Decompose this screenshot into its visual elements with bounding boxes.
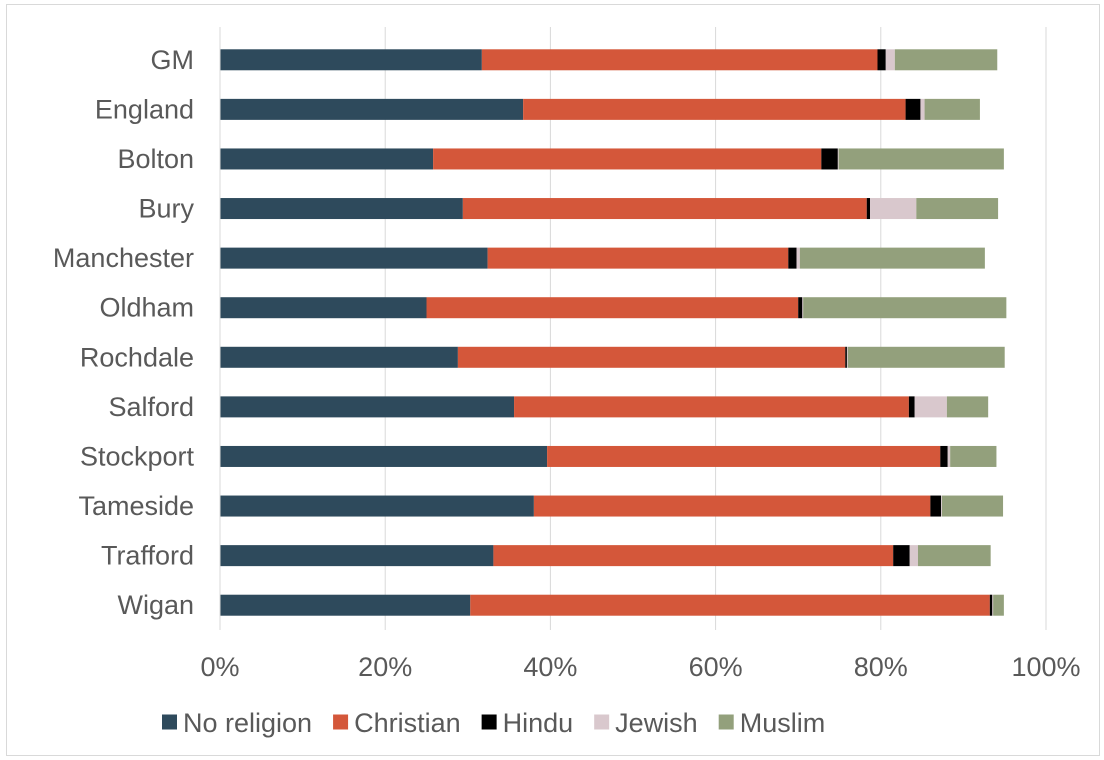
bar-segment [992, 594, 994, 616]
category-label: Wigan [117, 590, 194, 620]
bar-segment [917, 545, 991, 567]
category-label: England [95, 94, 194, 124]
bar-segment [894, 49, 998, 71]
bar-segment [821, 148, 838, 170]
bar-segment [946, 396, 989, 418]
legend-swatch [162, 714, 177, 730]
category-label: Rochdale [80, 342, 194, 372]
bar-segment [924, 98, 980, 120]
stacked-bar-chart: 0% 20% 40% 60% 80% 100% GM England Bolton Bury Man… [53, 27, 1081, 738]
x-tick-label: 60% [689, 652, 743, 682]
bar-segment [220, 594, 471, 616]
x-tick-label: 100% [1011, 652, 1080, 682]
bar-segment [220, 297, 427, 319]
bar-segment [788, 247, 797, 269]
bar-segment [433, 148, 822, 170]
bar-segment [426, 297, 799, 319]
bar-segment [930, 495, 942, 517]
bar-segment [220, 445, 548, 467]
bar-segment [802, 297, 804, 319]
legend-label: Hindu [503, 708, 574, 738]
legend-swatch [481, 714, 497, 730]
bar-segment [866, 198, 871, 220]
bar-segment [220, 545, 494, 567]
bar-segment [462, 198, 867, 220]
bar-segment [799, 247, 985, 269]
category-label: Oldham [99, 293, 194, 323]
bar-segment [846, 346, 848, 368]
bar-segment [916, 198, 999, 220]
category-label: Bolton [117, 144, 194, 174]
x-tick-label: 40% [523, 652, 577, 682]
bar-segment [523, 98, 906, 120]
bar-segment [220, 49, 482, 71]
chart-frame: 0% 20% 40% 60% 80% 100% GM England Bolton Bury Man… [6, 4, 1100, 756]
bar-segment [514, 396, 909, 418]
bar-segment [905, 98, 921, 120]
bar-segment [220, 247, 488, 269]
bar-segment [493, 545, 894, 567]
category-label: Stockport [80, 441, 195, 471]
bar-segment [845, 346, 847, 368]
bar-segment [989, 594, 993, 616]
legend-label: No religion [183, 708, 312, 738]
bar-segment [950, 445, 997, 467]
category-label: GM [151, 45, 195, 75]
x-tick-label: 0% [200, 652, 239, 682]
bar-segment [885, 49, 895, 71]
bar-segment [796, 247, 800, 269]
bar-segment [220, 148, 434, 170]
bar-segment [947, 445, 951, 467]
bar-segment [838, 148, 1004, 170]
x-tick-label: 80% [854, 652, 908, 682]
legend-swatch [594, 714, 610, 730]
bar-segment [940, 445, 948, 467]
bar-segment [547, 445, 941, 467]
category-label: Trafford [101, 541, 194, 571]
bar-segment [481, 49, 878, 71]
bar-segment [847, 346, 1005, 368]
category-label: Salford [108, 392, 194, 422]
bar-segment [941, 495, 942, 517]
legend-label: Jewish [615, 708, 698, 738]
bar-segment [993, 594, 1004, 616]
bar-segment [220, 495, 534, 517]
bar-segment [220, 396, 515, 418]
legend-swatch [333, 714, 349, 730]
bar-segment [908, 396, 915, 418]
bar-segment [941, 495, 1004, 517]
bar-segment [457, 346, 846, 368]
legend-label: Christian [354, 708, 461, 738]
bar-segment [220, 98, 524, 120]
bar-segment [803, 297, 1007, 319]
bar-segment [877, 49, 886, 71]
bar-segment [909, 545, 918, 567]
x-tick-label: 20% [358, 652, 412, 682]
bar-segment [837, 148, 839, 170]
category-label: Tameside [78, 491, 194, 521]
category-label: Manchester [53, 243, 194, 273]
bar-segment [470, 594, 990, 616]
bar-segment [487, 247, 789, 269]
bar-segment [220, 198, 463, 220]
bar-segment [914, 396, 947, 418]
legend-label: Muslim [740, 708, 826, 738]
bar-segment [870, 198, 917, 220]
bar-segment [920, 98, 925, 120]
bar-segment [893, 545, 910, 567]
bar-segment [220, 346, 458, 368]
category-label: Bury [138, 194, 194, 224]
bar-segment [798, 297, 803, 319]
legend-swatch [718, 714, 734, 730]
bar-segment [533, 495, 931, 517]
